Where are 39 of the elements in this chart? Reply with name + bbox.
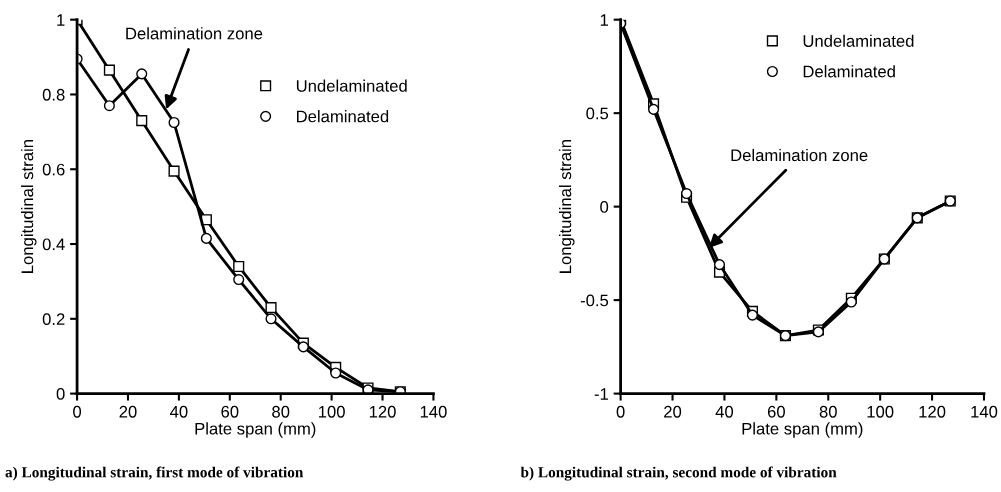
legend-label: Delaminated: [803, 65, 895, 78]
x-tick-label: 0: [73, 405, 82, 418]
x-tick-label: 80: [819, 405, 837, 418]
y-tick-label: 0.5: [586, 107, 609, 120]
y-tick-label: -1: [594, 388, 608, 400]
x-tick-label: 60: [767, 405, 785, 418]
text: b) Longitudinal strain, second mode of vibration: [520, 466, 837, 481]
x-tick-label: 60: [221, 405, 239, 418]
annotation: Delamination zone: [731, 148, 868, 162]
x-tick-label: 80: [272, 405, 290, 418]
x-tick-label: 20: [664, 405, 682, 418]
x-tick-label: 100: [318, 405, 345, 418]
y-tick-label: 0: [600, 201, 609, 213]
y-tick-label: 1: [600, 14, 608, 26]
y-tick-label: 0.2: [42, 313, 65, 326]
x-tick-label: 120: [919, 405, 946, 418]
legend-label: Delaminated: [297, 110, 389, 123]
y-tick-label: 0: [56, 388, 65, 400]
x-tick-label: 0: [616, 405, 625, 418]
x-axis-title: Plate span (mm): [742, 422, 863, 438]
y-tick-label: 0.6: [42, 163, 65, 176]
legend-label: Undelaminated: [296, 79, 407, 92]
x-tick-label: 100: [867, 405, 894, 418]
legend-label: Undelaminated: [803, 34, 914, 47]
y-tick-label: 0.4: [42, 238, 65, 251]
x-tick-label: 120: [369, 405, 396, 418]
annotation: Delamination zone: [126, 27, 263, 40]
text: a) Longitudinal strain, first mode of vibration: [5, 466, 304, 481]
x-axis-title: Plate span (mm): [195, 422, 316, 438]
x-tick-label: 140: [971, 405, 998, 418]
x-tick-label: 40: [715, 405, 734, 418]
y-axis-title: Longitudinal strain: [21, 140, 37, 273]
y-tick-label: -0.5: [580, 294, 609, 307]
x-tick-label: 40: [170, 405, 188, 418]
y-tick-label: 1: [57, 14, 65, 26]
x-tick-label: 140: [420, 405, 447, 418]
y-axis-title: Longitudinal strain: [559, 140, 575, 273]
x-tick-label: 20: [119, 405, 137, 418]
y-tick-label: 0.8: [42, 88, 65, 101]
